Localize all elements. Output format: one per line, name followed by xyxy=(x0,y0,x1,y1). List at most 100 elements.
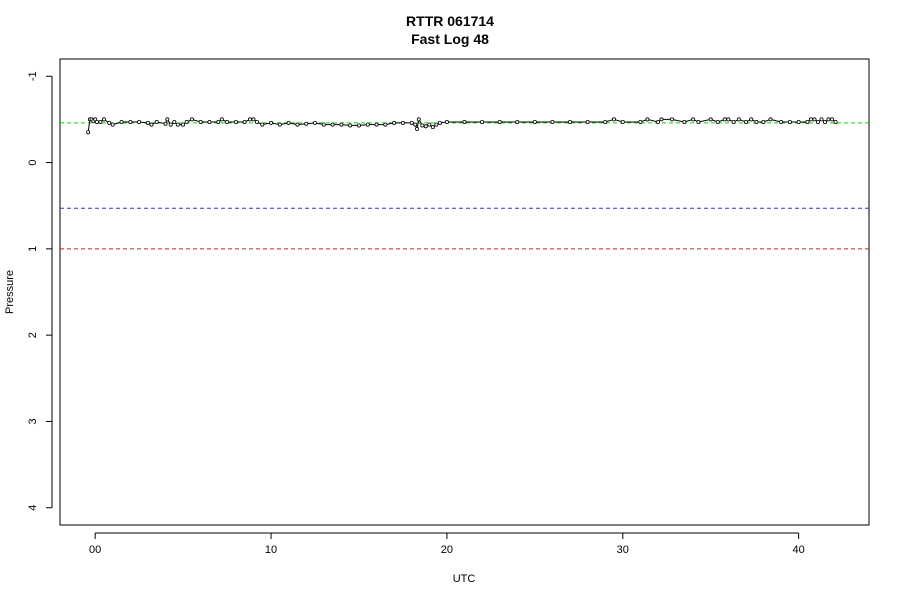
data-point xyxy=(383,122,388,127)
data-point xyxy=(427,122,432,127)
x-tick-label: 20 xyxy=(441,544,453,556)
data-point xyxy=(251,117,256,122)
y-tick-label: 2 xyxy=(27,332,39,338)
data-point xyxy=(823,119,828,124)
data-point xyxy=(93,117,98,122)
data-point xyxy=(645,117,650,122)
data-point xyxy=(585,119,590,124)
data-point xyxy=(754,119,759,124)
data-point xyxy=(165,117,170,122)
data-point xyxy=(101,117,106,122)
data-point xyxy=(715,119,720,124)
data-point xyxy=(119,119,124,124)
x-axis-label: UTC xyxy=(453,573,476,585)
data-point xyxy=(168,122,173,127)
data-point xyxy=(480,119,485,124)
data-point xyxy=(98,119,103,124)
data-point xyxy=(611,117,616,122)
data-point xyxy=(416,117,421,122)
data-point xyxy=(462,119,467,124)
data-point xyxy=(768,117,773,122)
data-point xyxy=(128,119,133,124)
data-point xyxy=(110,122,115,127)
data-point xyxy=(330,122,335,127)
data-point xyxy=(149,122,154,127)
reference-lines xyxy=(60,122,869,250)
data-point xyxy=(830,117,835,122)
data-point xyxy=(163,121,168,126)
data-point xyxy=(107,120,112,125)
y-tick-label: 1 xyxy=(27,246,39,252)
data-point xyxy=(808,117,813,122)
data-point xyxy=(86,130,91,135)
data-point xyxy=(254,119,259,124)
data-point xyxy=(242,119,247,124)
data-point xyxy=(497,119,502,124)
data-point xyxy=(434,122,439,127)
data-point xyxy=(743,119,748,124)
data-point xyxy=(722,117,727,122)
data-point xyxy=(444,119,449,124)
data-point xyxy=(339,122,344,127)
y-tick-label: 0 xyxy=(27,159,39,165)
data-point xyxy=(181,122,186,127)
data-point xyxy=(219,117,224,122)
data-point xyxy=(779,119,784,124)
data-point xyxy=(532,119,537,124)
data-point xyxy=(295,122,300,127)
data-point xyxy=(805,119,810,124)
plot-frame xyxy=(59,58,870,526)
data-point xyxy=(420,123,425,128)
y-axis: -1 0 1 2 3 4 xyxy=(27,71,53,511)
data-point xyxy=(833,119,838,124)
data-point xyxy=(400,120,405,125)
data-point xyxy=(172,119,177,124)
data-point xyxy=(708,117,713,122)
data-point xyxy=(787,119,792,124)
data-point xyxy=(736,117,741,122)
data-point xyxy=(207,119,212,124)
data-point xyxy=(682,119,687,124)
data-point xyxy=(189,117,194,122)
data-point xyxy=(826,117,831,122)
data-point xyxy=(423,124,428,129)
y-tick-label: 3 xyxy=(27,418,39,424)
data-point xyxy=(247,117,252,122)
data-point xyxy=(260,122,265,127)
data-point xyxy=(550,119,555,124)
data-point xyxy=(175,122,180,127)
data-point xyxy=(731,119,736,124)
data-point xyxy=(225,119,230,124)
data-point xyxy=(286,120,291,125)
data-point xyxy=(198,119,203,124)
x-axis: 00 10 20 30 40 xyxy=(89,532,805,556)
chart-title: RTTR 061714 xyxy=(406,13,494,29)
data-point xyxy=(313,120,318,125)
data-point xyxy=(812,117,817,122)
data-point xyxy=(365,122,370,127)
data-point xyxy=(430,125,435,130)
data-point xyxy=(413,122,418,127)
data-point xyxy=(815,119,820,124)
data-point xyxy=(726,117,731,122)
data-point xyxy=(761,119,766,124)
data-point xyxy=(796,119,801,124)
y-tick-label: 4 xyxy=(27,505,39,511)
y-axis-label: Pressure xyxy=(4,270,16,314)
x-tick-label: 00 xyxy=(89,544,101,556)
data-point xyxy=(655,119,660,124)
data-point xyxy=(216,119,221,124)
data-point xyxy=(670,117,675,122)
data-point xyxy=(696,119,701,124)
data-point xyxy=(409,120,414,125)
data-point xyxy=(184,119,189,124)
data-point xyxy=(659,117,664,122)
data-point xyxy=(374,122,379,127)
y-tick-label: -1 xyxy=(27,71,39,81)
data-point xyxy=(269,120,274,125)
data-point xyxy=(691,117,696,122)
data-point xyxy=(356,123,361,128)
data-point xyxy=(233,119,238,124)
data-point xyxy=(304,121,309,126)
